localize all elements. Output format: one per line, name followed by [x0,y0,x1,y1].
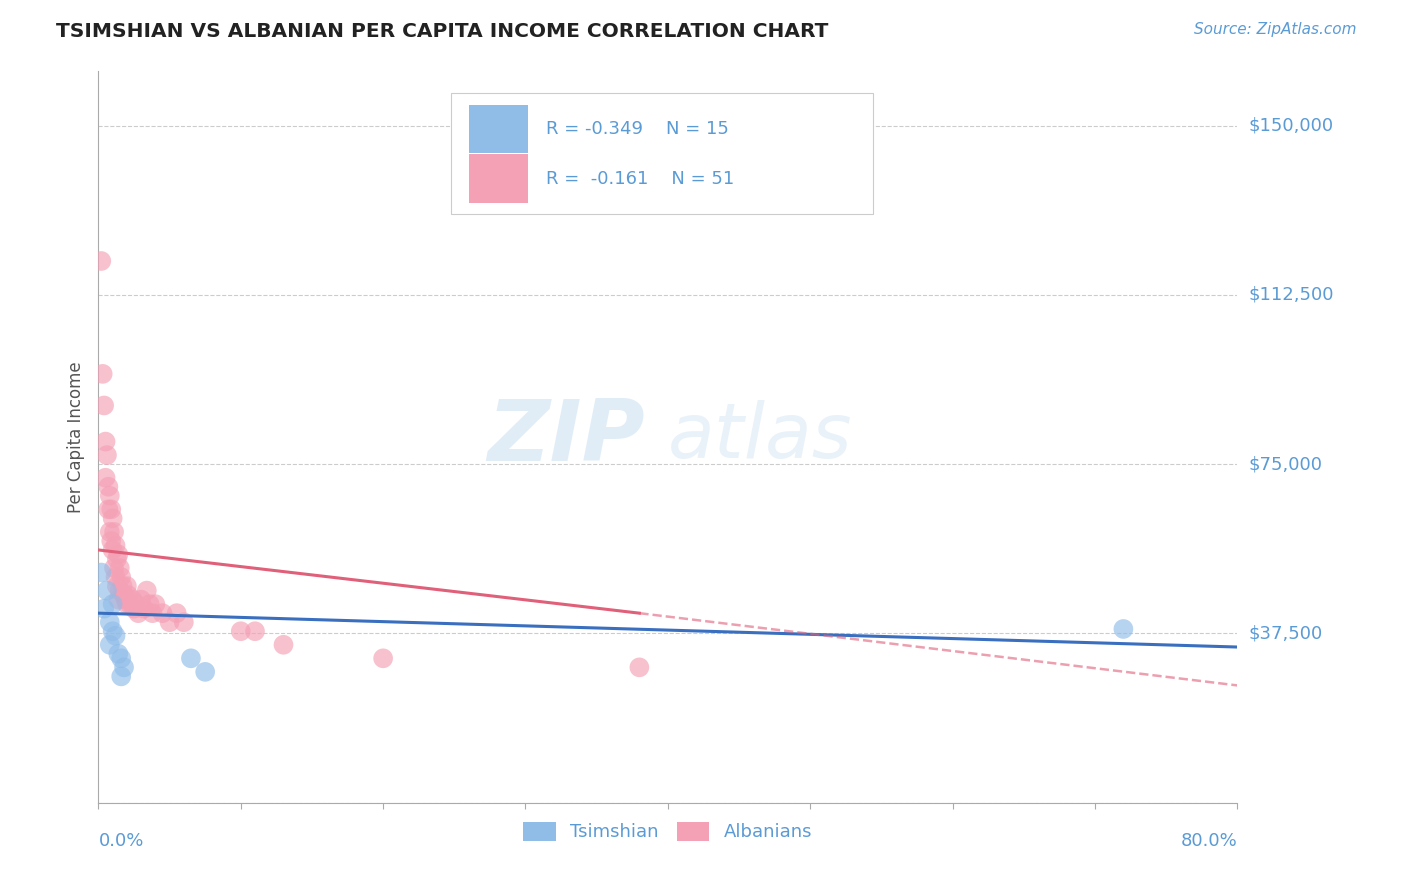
Point [145,597,167,611]
Point [97,480,120,494]
Point [138,597,160,611]
Point [121,592,143,607]
Point [273,638,295,652]
Point [104,570,127,584]
Point [104,538,127,552]
Point [93,399,115,413]
Text: R =  -0.161    N = 51: R = -0.161 N = 51 [546,169,734,187]
Text: $75,000: $75,000 [1249,455,1323,473]
Point [94,434,117,449]
FancyBboxPatch shape [468,104,527,153]
Point [90,566,112,580]
Text: $150,000: $150,000 [1249,117,1333,135]
Point [110,669,132,683]
Point [112,660,135,674]
Point [107,647,129,661]
Point [96,448,118,462]
Point [103,524,125,539]
Point [127,606,149,620]
Point [107,548,129,562]
Point [98,524,121,539]
Point [97,502,120,516]
Point [180,651,202,665]
Point [98,615,121,630]
Text: 0.0%: 0.0% [98,832,143,850]
Point [100,533,122,548]
Point [110,651,132,665]
Point [108,561,131,575]
Point [104,629,127,643]
Text: R = -0.349    N = 15: R = -0.349 N = 15 [546,120,728,137]
Point [373,651,395,665]
Point [98,638,121,652]
Point [96,583,118,598]
Text: TSIMSHIAN VS ALBANIAN PER CAPITA INCOME CORRELATION CHART: TSIMSHIAN VS ALBANIAN PER CAPITA INCOME … [56,22,828,41]
Point [107,592,129,607]
Point [101,624,124,639]
Point [100,502,122,516]
Point [166,606,188,620]
Point [124,597,146,611]
Point [115,579,138,593]
Point [243,624,266,639]
FancyBboxPatch shape [468,154,527,202]
Text: 80.0%: 80.0% [1181,832,1237,850]
Text: atlas: atlas [668,401,852,474]
Point [111,579,134,593]
Point [135,583,157,598]
Point [117,588,139,602]
Text: ZIP: ZIP [488,395,645,479]
Point [91,367,114,381]
Point [101,511,124,525]
Point [152,606,174,620]
FancyBboxPatch shape [451,94,873,214]
Point [101,597,124,611]
Point [108,583,131,598]
Point [90,254,112,268]
Point [118,597,141,611]
Point [101,543,124,558]
Point [115,597,138,611]
Legend: Tsimshian, Albanians: Tsimshian, Albanians [516,814,820,848]
Point [93,601,115,615]
Point [105,552,128,566]
Point [122,601,145,615]
Y-axis label: Per Capita Income: Per Capita Income [66,361,84,513]
Point [129,592,152,607]
Point [132,601,155,615]
Point [173,615,195,630]
Point [114,592,136,607]
Text: Source: ZipAtlas.com: Source: ZipAtlas.com [1194,22,1357,37]
Point [94,471,117,485]
Point [141,606,163,620]
Point [98,489,121,503]
Point [103,561,125,575]
Point [194,665,217,679]
Point [112,588,135,602]
Text: $37,500: $37,500 [1249,624,1323,642]
Point [105,579,128,593]
Point [1112,622,1135,636]
Point [628,660,651,674]
Point [229,624,252,639]
Point [159,615,181,630]
Text: $112,500: $112,500 [1249,285,1334,304]
Point [110,570,132,584]
